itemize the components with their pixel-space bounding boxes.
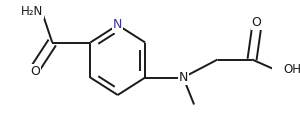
Text: N: N xyxy=(178,71,188,84)
Text: H₂N: H₂N xyxy=(21,5,44,18)
Text: O: O xyxy=(252,16,262,29)
Text: N: N xyxy=(113,18,122,31)
Text: O: O xyxy=(30,65,40,78)
Text: OH: OH xyxy=(284,63,300,76)
